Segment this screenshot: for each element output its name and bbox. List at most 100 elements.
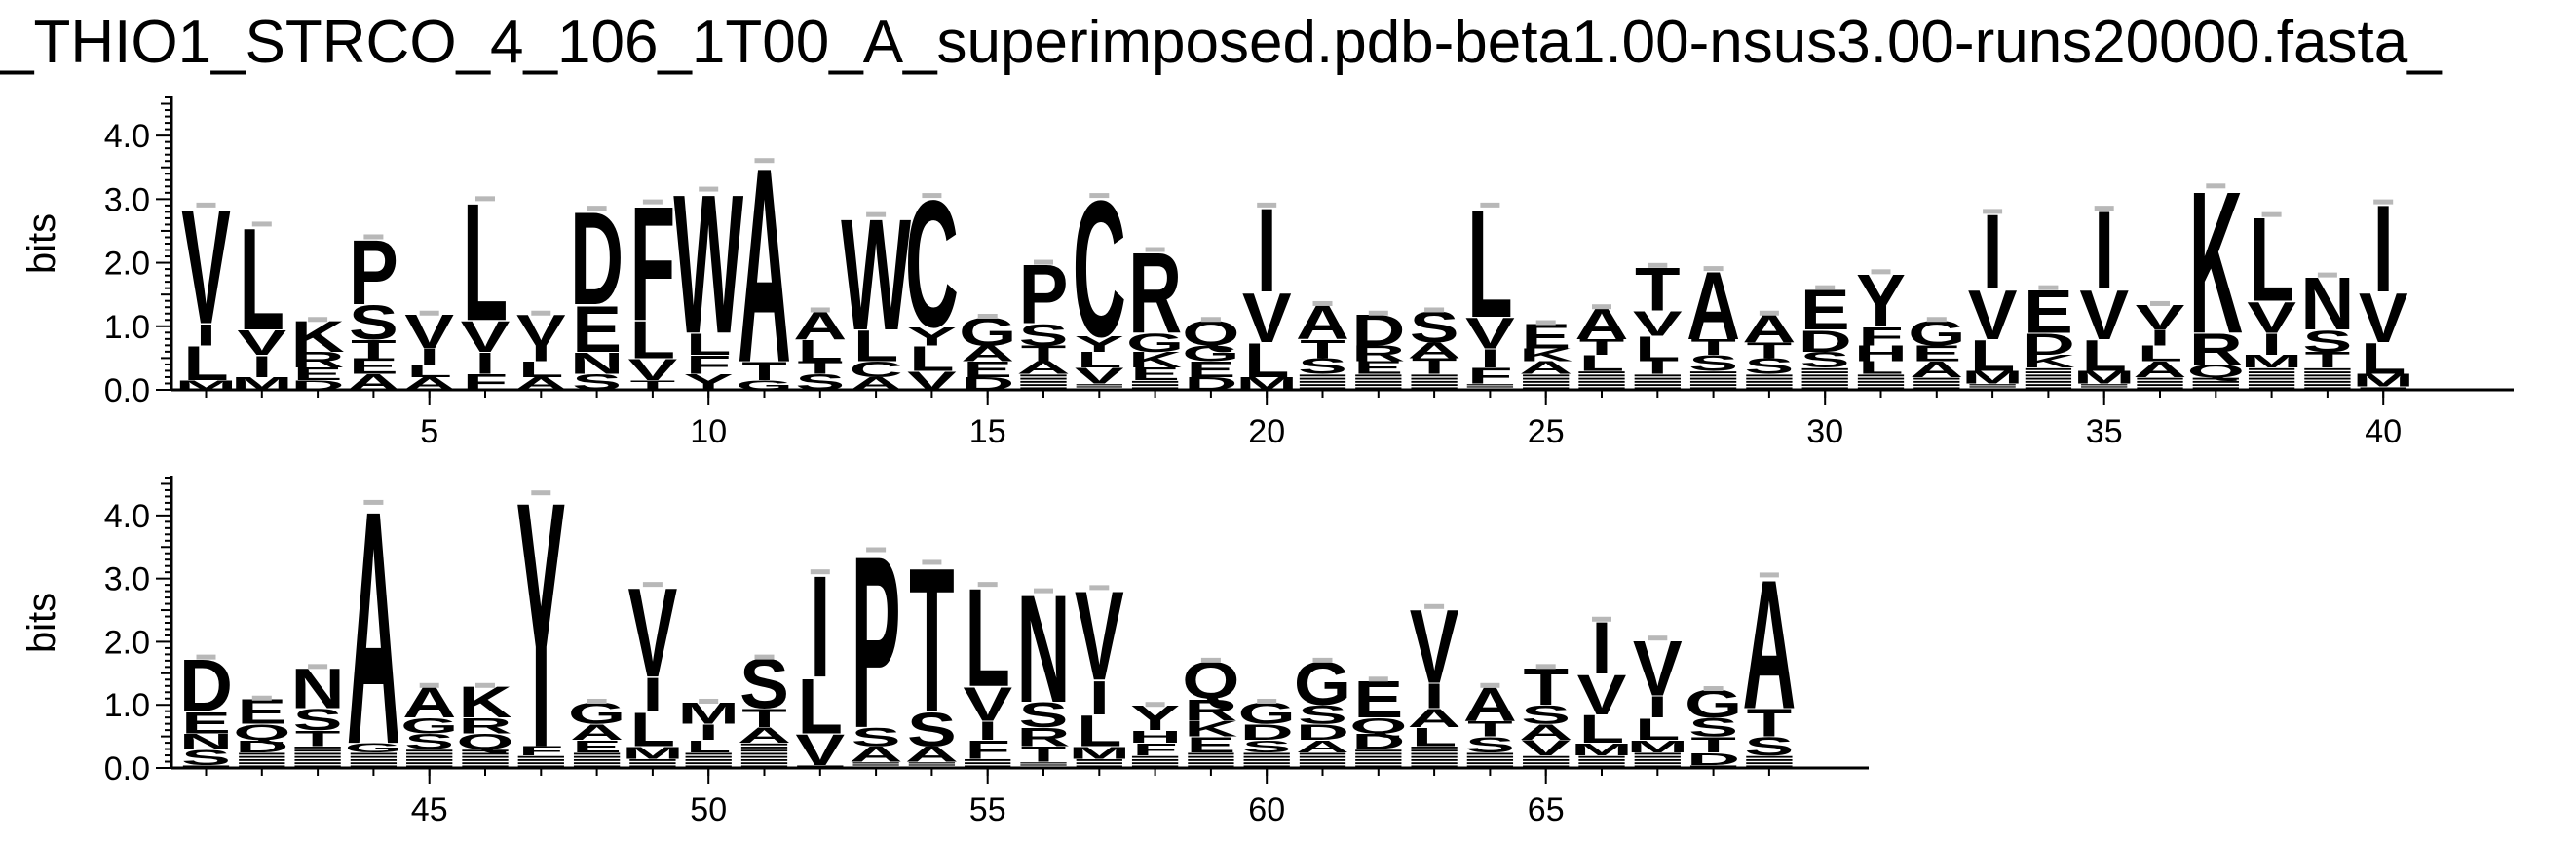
logo-letter: M bbox=[1235, 374, 1297, 394]
logo-letter: L bbox=[1635, 329, 1681, 369]
logo-error-bar bbox=[2317, 272, 2337, 278]
logo-error-bar bbox=[977, 582, 998, 588]
logo-letter: R bbox=[1017, 722, 1071, 751]
logo-minor-letter bbox=[685, 752, 732, 755]
logo-minor-letter bbox=[2248, 384, 2295, 387]
logo-letter: V bbox=[907, 366, 957, 396]
logo-letter: T bbox=[741, 704, 787, 733]
logo-minor-letter bbox=[1299, 374, 1346, 377]
logo-minor-letter bbox=[1131, 755, 1179, 758]
logo-minor-letter bbox=[2025, 380, 2072, 383]
logo-error-bar bbox=[642, 199, 663, 205]
logo-error-bar bbox=[308, 317, 328, 323]
logo-minor-letter bbox=[2360, 387, 2406, 389]
logo-minor-letter bbox=[462, 765, 509, 768]
logo-letter: A bbox=[850, 742, 903, 766]
logo-letter: V bbox=[461, 312, 511, 362]
logo-minor-letter bbox=[629, 765, 676, 768]
y-tick-label: 0.0 bbox=[104, 750, 150, 787]
logo-minor-letter bbox=[1411, 752, 1458, 755]
logo-minor-letter bbox=[2304, 387, 2351, 390]
logo-minor-letter bbox=[1076, 388, 1122, 390]
logo-error-bar bbox=[1703, 686, 1724, 692]
logo-column: STA bbox=[1742, 306, 1796, 390]
logo-minor-letter bbox=[2137, 380, 2183, 383]
logo-error-bar bbox=[587, 698, 607, 704]
logo-minor-letter bbox=[517, 755, 564, 758]
logo-letter: P bbox=[852, 507, 901, 780]
logo-letter: T bbox=[630, 378, 676, 393]
logo-letter: A bbox=[738, 723, 791, 748]
logo-letter: S bbox=[1745, 732, 1795, 761]
logo-minor-letter bbox=[406, 752, 453, 755]
logo-error-bar bbox=[363, 499, 384, 505]
logo-letter: Q bbox=[233, 719, 290, 744]
logo-minor-letter bbox=[239, 762, 285, 765]
logo-error-bar bbox=[1759, 572, 1779, 578]
logo-letter: S bbox=[1298, 354, 1347, 378]
logo-error-bar bbox=[642, 582, 663, 588]
logo-minor-letter bbox=[406, 762, 453, 765]
logo-minor-letter bbox=[1466, 765, 1514, 768]
logo-minor-letter bbox=[2248, 380, 2295, 383]
logo-minor-letter bbox=[406, 749, 453, 752]
logo-letter: F bbox=[518, 744, 564, 758]
logo-minor-letter bbox=[1913, 380, 1960, 383]
logo-minor-letter bbox=[1299, 762, 1346, 765]
logo-error-bar bbox=[531, 310, 551, 316]
logo-letter: V bbox=[2079, 276, 2129, 355]
logo-letter: A bbox=[2134, 357, 2187, 381]
logo-minor-letter bbox=[797, 765, 844, 767]
logo-letter: R bbox=[2189, 325, 2243, 374]
logo-minor-letter bbox=[1913, 377, 1960, 380]
logo-letter: S bbox=[907, 703, 957, 756]
logo-error-bar bbox=[699, 698, 719, 704]
logo-error-bar bbox=[1089, 193, 1110, 199]
logo-letter: D bbox=[1351, 729, 1405, 753]
logo-minor-letter bbox=[685, 762, 732, 765]
logo-letter: K bbox=[2022, 352, 2075, 371]
logo-letter: V bbox=[237, 323, 286, 363]
logo-letter: M bbox=[622, 743, 683, 762]
logo-error-bar bbox=[1926, 317, 1947, 323]
logo-letter: G bbox=[736, 378, 793, 393]
logo-minor-letter bbox=[2081, 384, 2128, 386]
logo-letter: L bbox=[686, 737, 732, 756]
logo-letter: L bbox=[1244, 333, 1290, 388]
logo-error-bar bbox=[475, 196, 495, 202]
logo-minor-letter bbox=[406, 758, 453, 761]
logo-letter: A bbox=[905, 742, 959, 766]
logo-minor-letter bbox=[1689, 384, 1737, 387]
logo-letter: G bbox=[400, 713, 458, 738]
logo-letter: L bbox=[1412, 722, 1458, 751]
logo-letter: M bbox=[231, 374, 292, 394]
logo-letter: T bbox=[798, 358, 844, 377]
logo-minor-letter bbox=[1913, 384, 1960, 387]
logo-minor-letter bbox=[2025, 387, 2072, 390]
logo-error-bar bbox=[1424, 603, 1445, 609]
logo-minor-letter bbox=[2025, 371, 2072, 373]
logo-minor-letter bbox=[1076, 765, 1122, 768]
y-axis-label: bits bbox=[20, 593, 63, 653]
logo-column: TSN bbox=[291, 658, 345, 768]
logo-error-bar bbox=[1368, 676, 1388, 682]
logo-letter: A bbox=[850, 374, 903, 394]
y-axis-label: bits bbox=[20, 213, 63, 274]
logo-minor-letter bbox=[573, 752, 621, 755]
logo-error-bar bbox=[2038, 285, 2059, 290]
logo-minor-letter bbox=[1355, 377, 1402, 380]
logo-letter: T bbox=[1467, 716, 1513, 741]
logo-error-bar bbox=[308, 664, 328, 670]
logo-minor-letter bbox=[1020, 766, 1067, 768]
logo-letter: L bbox=[798, 333, 844, 367]
logo-letter: W bbox=[673, 153, 743, 375]
logo-error-bar bbox=[1648, 635, 1668, 641]
logo-error-bar bbox=[1034, 588, 1053, 594]
